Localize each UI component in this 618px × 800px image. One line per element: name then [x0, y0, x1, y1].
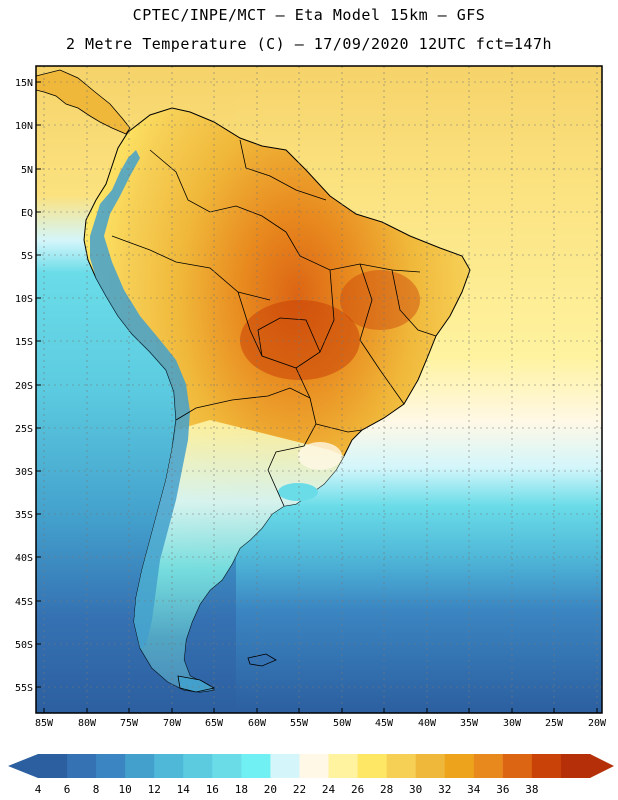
colorbar-label: 32 [438, 783, 451, 796]
lon-label: 30W [503, 718, 522, 729]
colorbar-segment [212, 754, 242, 778]
central-america-landmass [36, 69, 131, 135]
colorbar-label: 18 [235, 783, 248, 796]
lon-label: 80W [78, 718, 97, 729]
lat-label: 5N [21, 165, 33, 176]
colorbar-segment [241, 754, 271, 778]
lon-label: 55W [290, 718, 309, 729]
colorbar-segment [125, 754, 155, 778]
colorbar-label: 14 [177, 783, 191, 796]
lon-label: 75W [120, 718, 139, 729]
lat-label: 10S [15, 294, 33, 305]
lon-label: 40W [418, 718, 437, 729]
colorbar-segment [357, 754, 388, 778]
map-frame [35, 65, 603, 714]
andes-cold-strip [90, 150, 190, 648]
falkland-islands [247, 653, 277, 667]
colorbar-segment [502, 754, 533, 778]
colorbar-segment [38, 754, 68, 778]
central-brazil-hot-core [240, 300, 360, 380]
lon-label: 65W [205, 718, 224, 729]
lon-label: 70W [163, 718, 182, 729]
colorbar-label: 6 [64, 783, 71, 796]
colorbar-segment [328, 754, 359, 778]
latitude-labels: 15N 10N 5N EQ 5S 10S 15S 20S 25S 30S 35S… [15, 78, 33, 694]
northeast-brazil-hot-core [340, 270, 420, 330]
colorbar-max-arrow [590, 754, 614, 778]
colorbar-label: 26 [351, 783, 364, 796]
colorbar-label: 12 [148, 783, 161, 796]
lat-label: 15N [15, 78, 33, 89]
colorbar-segment [183, 754, 213, 778]
chart-title-line1: CPTEC/INPE/MCT – Eta Model 15km – GFS [132, 6, 486, 24]
lat-label: 15S [15, 337, 33, 348]
lat-label: 35S [15, 510, 33, 521]
lon-label: 85W [35, 718, 54, 729]
lat-label: 50S [15, 640, 33, 651]
colorbar-label: 16 [206, 783, 219, 796]
lon-label: 20W [588, 718, 607, 729]
lat-label: 40S [15, 553, 33, 564]
colorbar-segment [560, 754, 591, 778]
tierra-del-fuego [177, 675, 216, 693]
colorbar-label: 28 [380, 783, 393, 796]
colorbar-min-arrow [8, 754, 38, 778]
colorbar-label: 22 [293, 783, 306, 796]
colorbar-segment [531, 754, 562, 778]
colorbar-segment [444, 754, 475, 778]
colorbar-segment [154, 754, 184, 778]
lon-label: 60W [248, 718, 267, 729]
colorbar-label: 34 [467, 783, 481, 796]
lat-label: EQ [21, 208, 33, 219]
colorbar-label: 4 [35, 783, 42, 796]
colorbar-segment [415, 754, 446, 778]
lon-label: 35W [460, 718, 479, 729]
colorbar-segment [386, 754, 417, 778]
colorbar-label: 38 [525, 783, 538, 796]
colorbar-segment [67, 754, 97, 778]
lat-label: 5S [21, 251, 33, 262]
colorbar-segment [299, 754, 330, 778]
lon-label: 45W [375, 718, 394, 729]
lon-label: 25W [545, 718, 564, 729]
rio-de-la-plata-cool-area [278, 483, 318, 501]
lat-label: 25S [15, 424, 33, 435]
colorbar-label: 30 [409, 783, 422, 796]
lat-label: 45S [15, 597, 33, 608]
lat-label: 20S [15, 381, 33, 392]
colorbar: 4 6 8 10 12 14 16 18 20 22 24 26 28 30 32 34 36 38 [8, 754, 614, 796]
colorbar-label: 20 [264, 783, 277, 796]
colorbar-label: 24 [322, 783, 336, 796]
axis-ticks [36, 81, 598, 713]
graticule [36, 66, 602, 713]
colorbar-label: 10 [119, 783, 132, 796]
lat-label: 30S [15, 467, 33, 478]
colorbar-label: 36 [496, 783, 509, 796]
chart-title-line2: 2 Metre Temperature (C) – 17/09/2020 12U… [65, 35, 553, 53]
colorbar-segment [96, 754, 126, 778]
longitude-labels: 85W 80W 75W 70W 65W 60W 55W 50W 45W 40W … [35, 718, 607, 729]
lat-label: 55S [15, 683, 33, 694]
colorbar-label: 8 [93, 783, 100, 796]
colorbar-segment [473, 754, 504, 778]
colorbar-segment [270, 754, 300, 778]
lat-label: 10N [15, 121, 33, 132]
lon-label: 50W [333, 718, 352, 729]
southern-brazil-mild-area [298, 442, 342, 470]
